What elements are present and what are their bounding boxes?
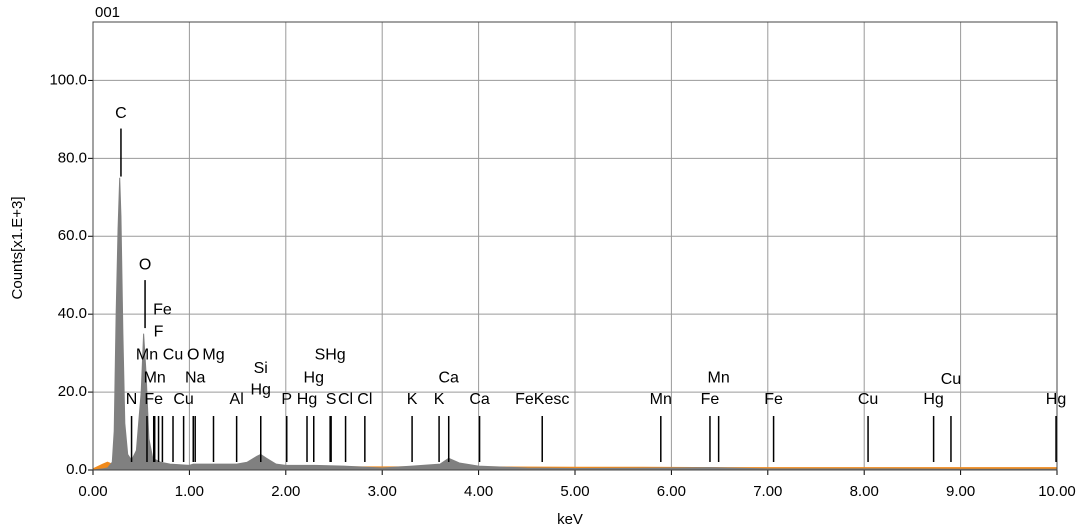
y-tick-label: 80.0 bbox=[58, 149, 87, 166]
y-tick-label: 20.0 bbox=[58, 383, 87, 400]
peak-label: N bbox=[126, 391, 138, 408]
y-axis-label: Counts[x1.E+3] bbox=[9, 197, 26, 300]
peak-label: Hg bbox=[304, 369, 324, 386]
peak-label: FeKesc bbox=[515, 391, 569, 408]
peak-label: SHg bbox=[315, 346, 346, 363]
peak-label: Si bbox=[254, 360, 268, 377]
x-tick-label: 6.00 bbox=[657, 483, 686, 500]
x-tick-label: 8.00 bbox=[850, 483, 879, 500]
peak-label: Fe bbox=[701, 391, 720, 408]
peak-label: K bbox=[434, 391, 445, 408]
peak-label: Ca bbox=[438, 369, 459, 386]
peak-label: Cu bbox=[941, 371, 961, 388]
y-tick-label: 40.0 bbox=[58, 305, 87, 322]
peak-label: C bbox=[115, 105, 127, 122]
peak-label: Fe bbox=[144, 391, 163, 408]
peak-label: F bbox=[154, 323, 164, 340]
peak-label: Hg bbox=[297, 391, 317, 408]
chart-title: 001 bbox=[95, 4, 120, 21]
peak-label: Cu bbox=[163, 346, 183, 363]
peak-label: Cu bbox=[173, 391, 193, 408]
peak-label: Ca bbox=[469, 391, 490, 408]
peak-label: Cl bbox=[338, 391, 353, 408]
peak-label: Hg bbox=[251, 381, 271, 398]
x-tick-label: 4.00 bbox=[464, 483, 493, 500]
x-tick-label: 7.00 bbox=[753, 483, 782, 500]
peak-label: Cl bbox=[357, 391, 372, 408]
peak-label: Cu bbox=[858, 391, 878, 408]
y-tick-label: 100.0 bbox=[49, 71, 87, 88]
peak-label: Fe bbox=[153, 301, 172, 318]
peak-label: Mg bbox=[202, 346, 224, 363]
spectrum-area bbox=[92, 177, 1058, 471]
x-tick-label: 10.00 bbox=[1038, 483, 1076, 500]
x-tick-label: 0.00 bbox=[78, 483, 107, 500]
peak-label: Mn bbox=[144, 369, 166, 386]
peak-label: Hg bbox=[1046, 391, 1066, 408]
peak-label: Hg bbox=[923, 391, 943, 408]
peak-label: Fe bbox=[764, 391, 783, 408]
y-tick-label: 0.0 bbox=[66, 461, 87, 478]
y-tick-label: 60.0 bbox=[58, 227, 87, 244]
x-tick-label: 2.00 bbox=[271, 483, 300, 500]
peak-label: Mn bbox=[708, 369, 730, 386]
x-tick-label: 9.00 bbox=[946, 483, 975, 500]
peak-label: Mn bbox=[136, 346, 158, 363]
peak-label: O bbox=[139, 256, 151, 273]
x-tick-label: 1.00 bbox=[175, 483, 204, 500]
plot-frame bbox=[92, 21, 1058, 471]
peak-label: Mn bbox=[650, 391, 672, 408]
peak-label: Na bbox=[185, 369, 206, 386]
peak-label: S bbox=[326, 391, 337, 408]
x-tick-label: 3.00 bbox=[368, 483, 397, 500]
peak-label: K bbox=[407, 391, 418, 408]
peak-label: Al bbox=[230, 391, 244, 408]
x-axis-label: keV bbox=[557, 511, 583, 528]
x-tick-label: 5.00 bbox=[560, 483, 589, 500]
peak-label: O bbox=[187, 346, 199, 363]
peak-label: P bbox=[281, 391, 292, 408]
